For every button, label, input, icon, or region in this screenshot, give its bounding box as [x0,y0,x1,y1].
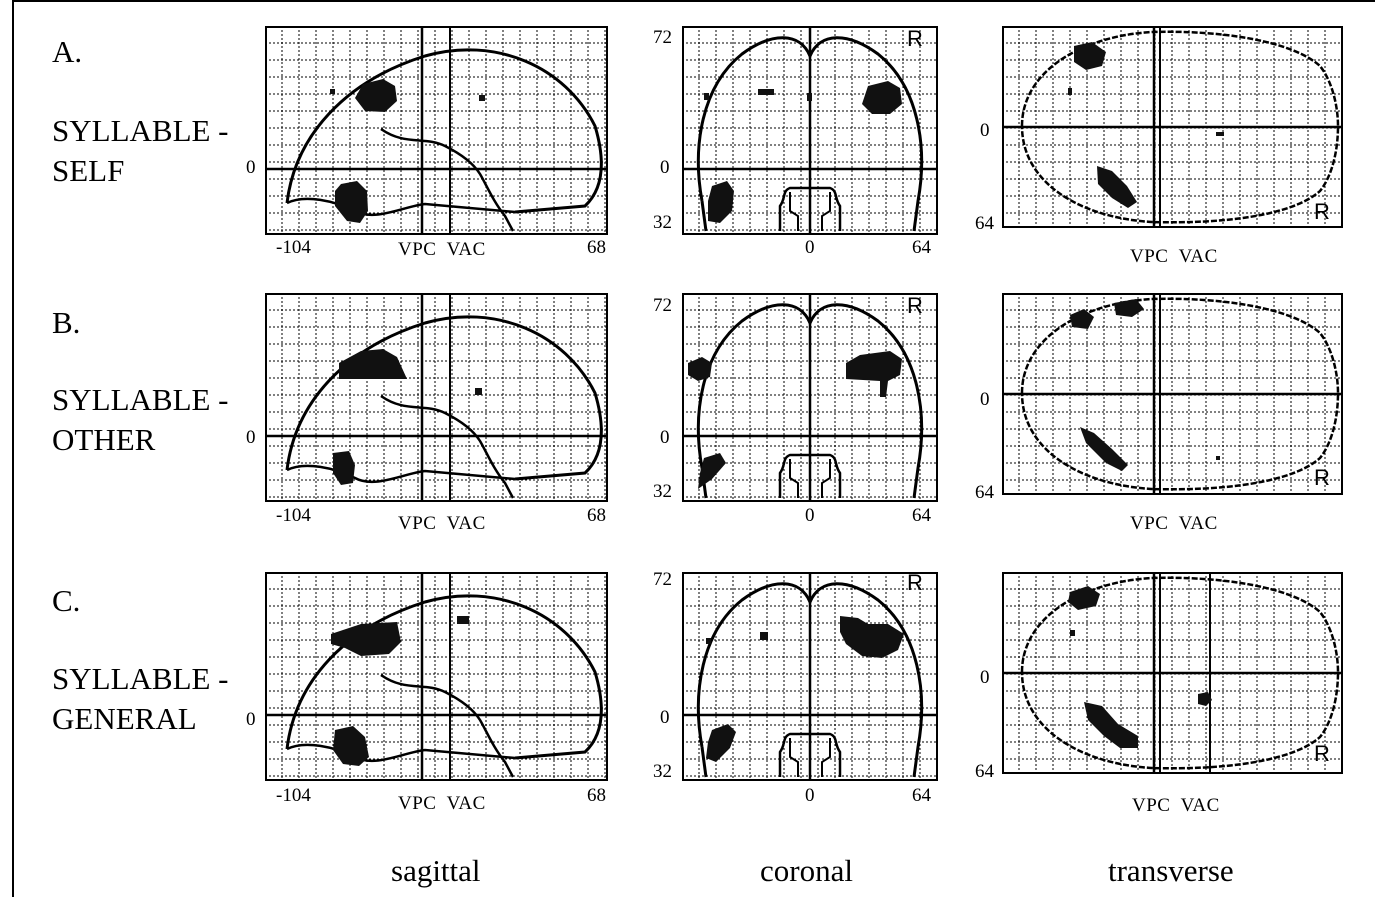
row-b-label-line2: OTHER [52,422,156,457]
row-c-sagittal-left-tick: -104 [276,785,311,806]
row-c-label-line2: GENERAL [52,701,197,736]
coronal-glass-brain-b [682,293,938,502]
row-a-sagittal-right-tick: 68 [587,237,606,258]
row-a-label-line2: SELF [52,153,125,188]
row-c-transverse-r-mark: R [1314,741,1330,766]
sagittal-glass-brain-b [265,293,608,502]
row-c-coronal-r-mark: R [907,570,923,595]
view-label-coronal: coronal [760,853,853,888]
transverse-glass-brain-b [1002,293,1343,495]
row-b-sagittal-right-tick: 68 [587,505,606,526]
row-a-sagittal-zero-tick: 0 [246,157,256,178]
coronal-glass-brain-a [682,26,938,235]
row-a-coronal-xright-tick: 64 [912,237,931,258]
row-c-transverse-panel [1002,572,1343,774]
row-a-transverse-panel [1002,26,1343,228]
row-b-transverse-panel [1002,293,1343,495]
row-c-sagittal-vpc-vac: VPC VAC [398,793,486,814]
row-b-transverse-r-mark: R [1314,465,1330,490]
row-b-transverse-bottom-tick: 64 [975,482,994,503]
row-b-coronal-xright-tick: 64 [912,505,931,526]
transverse-glass-brain-a [1002,26,1343,228]
row-a-coronal-r-mark: R [907,26,923,51]
row-b-label-line1: SYLLABLE - [52,382,229,417]
row-c-coronal-zero-tick: 0 [660,707,670,728]
row-c-transverse-zero-tick: 0 [980,667,990,688]
row-b-sagittal-zero-tick: 0 [246,427,256,448]
row-c-sagittal-panel [265,572,608,781]
frame-top-border [12,0,1375,2]
row-c-transverse-vpc-vac: VPC VAC [1132,795,1220,816]
row-b-coronal-zero-tick: 0 [660,427,670,448]
row-a-sagittal-left-tick: -104 [276,237,311,258]
row-b-letter: B. [52,305,81,340]
row-b-transverse-vpc-vac: VPC VAC [1130,513,1218,534]
sagittal-glass-brain-c [265,572,608,781]
row-b-coronal-r-mark: R [907,293,923,318]
row-a-letter: A. [52,34,83,69]
view-label-transverse: transverse [1108,853,1234,888]
row-c-coronal-xzero-tick: 0 [805,785,815,806]
sagittal-glass-brain-a [265,26,608,235]
row-c-label-line1: SYLLABLE - [52,661,229,696]
row-b-sagittal-vpc-vac: VPC VAC [398,513,486,534]
row-c-sagittal-right-tick: 68 [587,785,606,806]
row-b-sagittal-left-tick: -104 [276,505,311,526]
frame-left-border [12,0,14,897]
row-a-sagittal-panel [265,26,608,235]
row-b-coronal-top-tick: 72 [653,295,672,316]
row-b-coronal-panel [682,293,938,502]
row-c-coronal-top-tick: 72 [653,569,672,590]
row-a-coronal-bottom-tick: 32 [653,212,672,233]
coronal-glass-brain-c [682,572,938,781]
row-a-coronal-panel [682,26,938,235]
row-a-coronal-xzero-tick: 0 [805,237,815,258]
row-c-letter: C. [52,583,81,618]
transverse-glass-brain-c [1002,572,1343,774]
row-a-transverse-r-mark: R [1314,199,1330,224]
row-c-sagittal-zero-tick: 0 [246,709,256,730]
row-b-coronal-bottom-tick: 32 [653,481,672,502]
row-a-label-line1: SYLLABLE - [52,113,229,148]
view-label-sagittal: sagittal [391,853,481,888]
row-b-sagittal-panel [265,293,608,502]
row-a-transverse-zero-tick: 0 [980,120,990,141]
row-c-coronal-panel [682,572,938,781]
row-c-coronal-xright-tick: 64 [912,785,931,806]
row-a-coronal-top-tick: 72 [653,27,672,48]
row-a-coronal-zero-tick: 0 [660,157,670,178]
row-c-coronal-bottom-tick: 32 [653,761,672,782]
row-a-transverse-vpc-vac: VPC VAC [1130,246,1218,267]
row-a-sagittal-vpc-vac: VPC VAC [398,239,486,260]
row-a-transverse-bottom-tick: 64 [975,213,994,234]
row-c-transverse-bottom-tick: 64 [975,761,994,782]
row-b-transverse-zero-tick: 0 [980,389,990,410]
row-b-coronal-xzero-tick: 0 [805,505,815,526]
